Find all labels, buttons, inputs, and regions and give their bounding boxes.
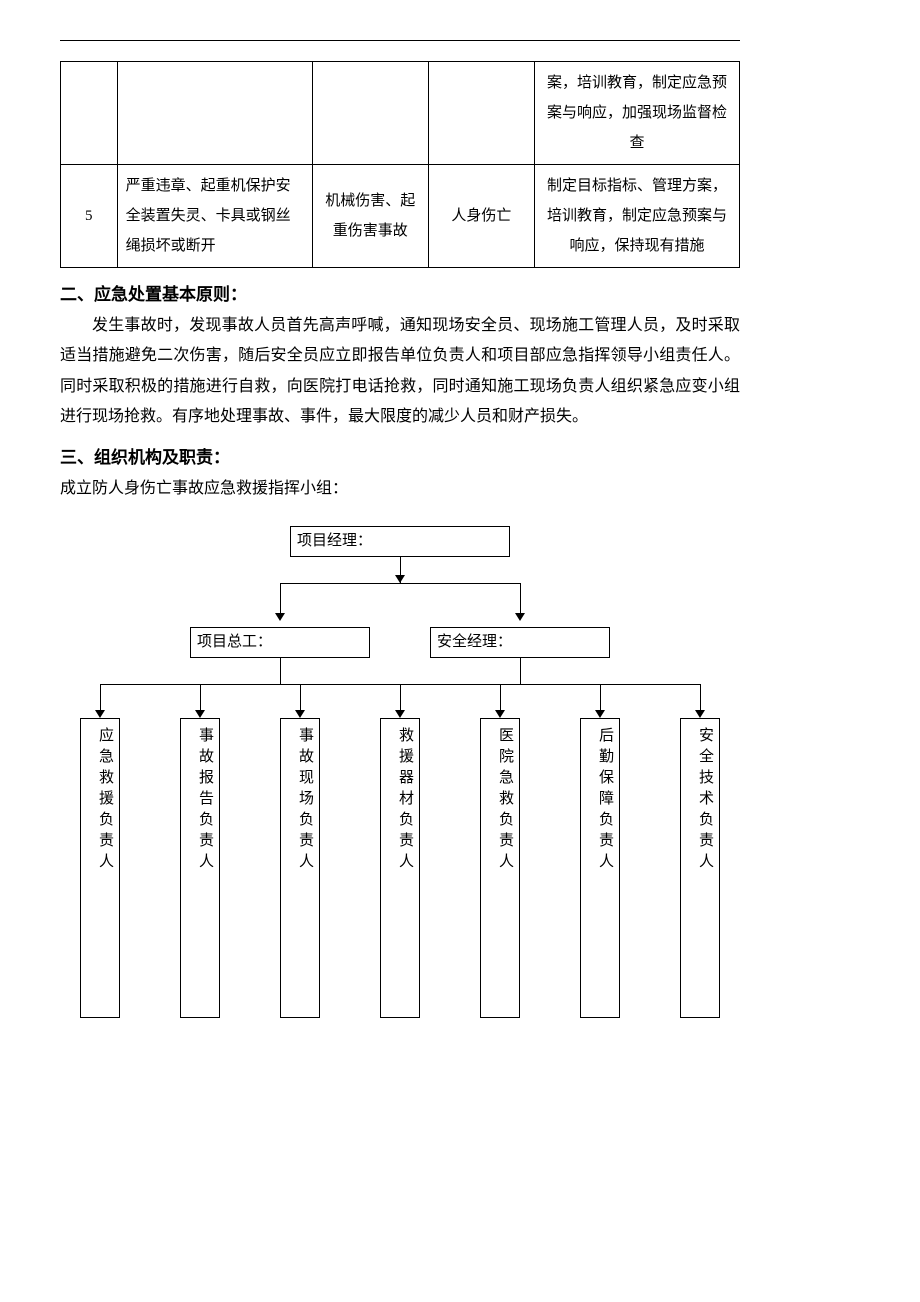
section-2-title: 二、应急处置基本原则： [60, 280, 740, 305]
cell [117, 62, 312, 165]
connector [80, 658, 720, 684]
section-3-lead: 成立防人身伤亡事故应急救援指挥小组： [60, 474, 740, 504]
cell: 严重违章、起重机保护安全装置失灵、卡具或钢丝绳损坏或断开 [117, 165, 312, 268]
org-chart: 项目经理： 项目总工： 安全经理： 应急救援负责人 事故报告负责人 事故现场负责… [80, 526, 720, 1018]
cell [428, 62, 534, 165]
table-row: 5 严重违章、起重机保护安全装置失灵、卡具或钢丝绳损坏或断开 机械伤害、起重伤害… [61, 165, 740, 268]
node-leaf: 应急救援负责人 [80, 718, 120, 1018]
cell: 5 [61, 165, 118, 268]
connector [80, 684, 720, 718]
section-2-body: 发生事故时，发现事故人员首先高声呼喊，通知现场安全员、现场施工管理人员，及时采取… [60, 311, 740, 433]
connector [400, 557, 401, 575]
node-safety-manager: 安全经理： [430, 627, 610, 658]
table-row: 案，培训教育，制定应急预案与响应，加强现场监督检查 [61, 62, 740, 165]
cell: 案，培训教育，制定应急预案与响应，加强现场监督检查 [534, 62, 739, 165]
cell: 制定目标指标、管理方案，培训教育，制定应急预案与响应，保持现有措施 [534, 165, 739, 268]
node-leaf: 后勤保障负责人 [580, 718, 620, 1018]
level-3-row: 应急救援负责人 事故报告负责人 事故现场负责人 救援器材负责人 医院急救负责人 … [80, 718, 720, 1018]
header-rule [60, 40, 740, 41]
node-leaf: 事故报告负责人 [180, 718, 220, 1018]
cell: 机械伤害、起重伤害事故 [312, 165, 428, 268]
node-leaf: 事故现场负责人 [280, 718, 320, 1018]
cell: 人身伤亡 [428, 165, 534, 268]
node-project-manager: 项目经理： [290, 526, 510, 557]
connector [80, 583, 720, 627]
cell [312, 62, 428, 165]
level-2-row: 项目总工： 安全经理： [80, 627, 720, 658]
node-leaf: 安全技术负责人 [680, 718, 720, 1018]
node-leaf: 救援器材负责人 [380, 718, 420, 1018]
risk-table: 案，培训教育，制定应急预案与响应，加强现场监督检查 5 严重违章、起重机保护安全… [60, 61, 740, 268]
cell [61, 62, 118, 165]
section-3-title: 三、组织机构及职责： [60, 443, 740, 468]
node-chief-engineer: 项目总工： [190, 627, 370, 658]
node-leaf: 医院急救负责人 [480, 718, 520, 1018]
